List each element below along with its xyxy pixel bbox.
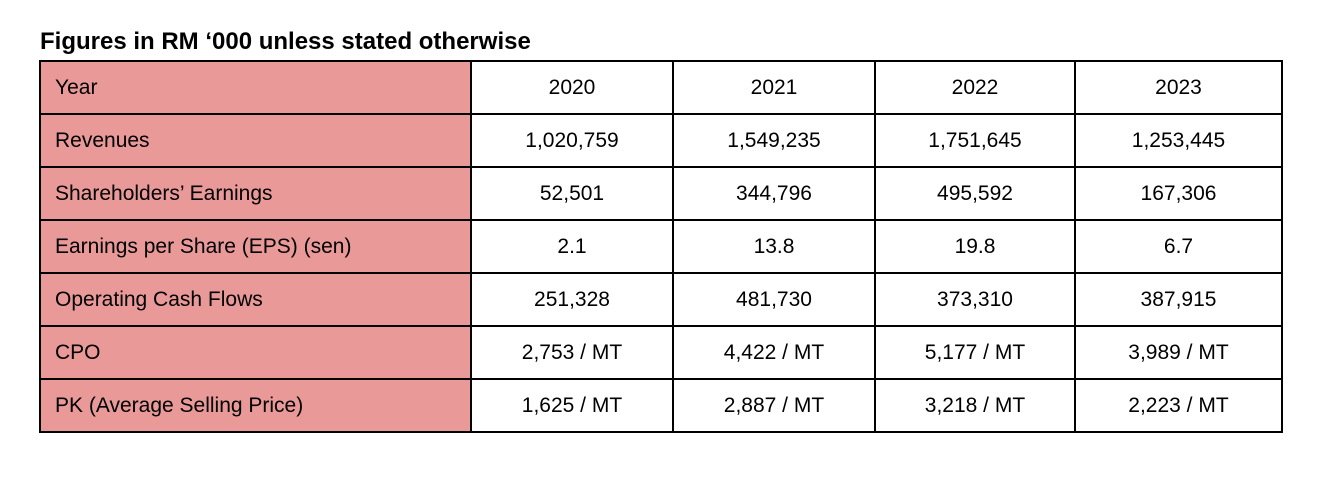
table-row-eps: Earnings per Share (EPS) (sen) 2.1 13.8 … (39, 219, 1283, 274)
table-cell: 1,020,759 (470, 113, 674, 168)
table-cell: 13.8 (672, 219, 876, 274)
table-row-pk: PK (Average Selling Price) 1,625 / MT 2,… (39, 378, 1283, 433)
table-cell: 495,592 (874, 166, 1076, 221)
table-row-operating-cash-flows: Operating Cash Flows 251,328 481,730 373… (39, 272, 1283, 327)
table-cell: 52,501 (470, 166, 674, 221)
table-row-revenues: Revenues 1,020,759 1,549,235 1,751,645 1… (39, 113, 1283, 168)
table-cell: 1,549,235 (672, 113, 876, 168)
header-year-cell: 2021 (672, 60, 876, 115)
table-cell: 251,328 (470, 272, 674, 327)
table-cell: 1,625 / MT (470, 378, 674, 433)
table-cell: 344,796 (672, 166, 876, 221)
row-label: PK (Average Selling Price) (39, 378, 472, 433)
table-cell: 4,422 / MT (672, 325, 876, 380)
row-label: CPO (39, 325, 472, 380)
table-cell: 2,753 / MT (470, 325, 674, 380)
table-cell: 1,751,645 (874, 113, 1076, 168)
table-cell: 387,915 (1074, 272, 1283, 327)
table-cell: 2.1 (470, 219, 674, 274)
table-row-cpo: CPO 2,753 / MT 4,422 / MT 5,177 / MT 3,9… (39, 325, 1283, 380)
table-cell: 481,730 (672, 272, 876, 327)
table-cell: 3,989 / MT (1074, 325, 1283, 380)
table-row-shareholders-earnings: Shareholders’ Earnings 52,501 344,796 49… (39, 166, 1283, 221)
table-cell: 6.7 (1074, 219, 1283, 274)
row-label: Shareholders’ Earnings (39, 166, 472, 221)
table-cell: 167,306 (1074, 166, 1283, 221)
table-cell: 1,253,445 (1074, 113, 1283, 168)
table-caption: Figures in RM ‘000 unless stated otherwi… (40, 28, 531, 55)
header-year-cell: 2020 (470, 60, 674, 115)
table-cell: 2,223 / MT (1074, 378, 1283, 433)
table-cell: 3,218 / MT (874, 378, 1076, 433)
header-year-cell: 2022 (874, 60, 1076, 115)
header-label-year: Year (39, 60, 472, 115)
table-cell: 19.8 (874, 219, 1076, 274)
financial-summary-table: Year 2020 2021 2022 2023 Revenues 1,020,… (39, 60, 1283, 433)
row-label: Operating Cash Flows (39, 272, 472, 327)
header-year-cell: 2023 (1074, 60, 1283, 115)
table-header-row: Year 2020 2021 2022 2023 (39, 60, 1283, 115)
table-cell: 5,177 / MT (874, 325, 1076, 380)
row-label: Earnings per Share (EPS) (sen) (39, 219, 472, 274)
row-label: Revenues (39, 113, 472, 168)
table-cell: 2,887 / MT (672, 378, 876, 433)
table-cell: 373,310 (874, 272, 1076, 327)
